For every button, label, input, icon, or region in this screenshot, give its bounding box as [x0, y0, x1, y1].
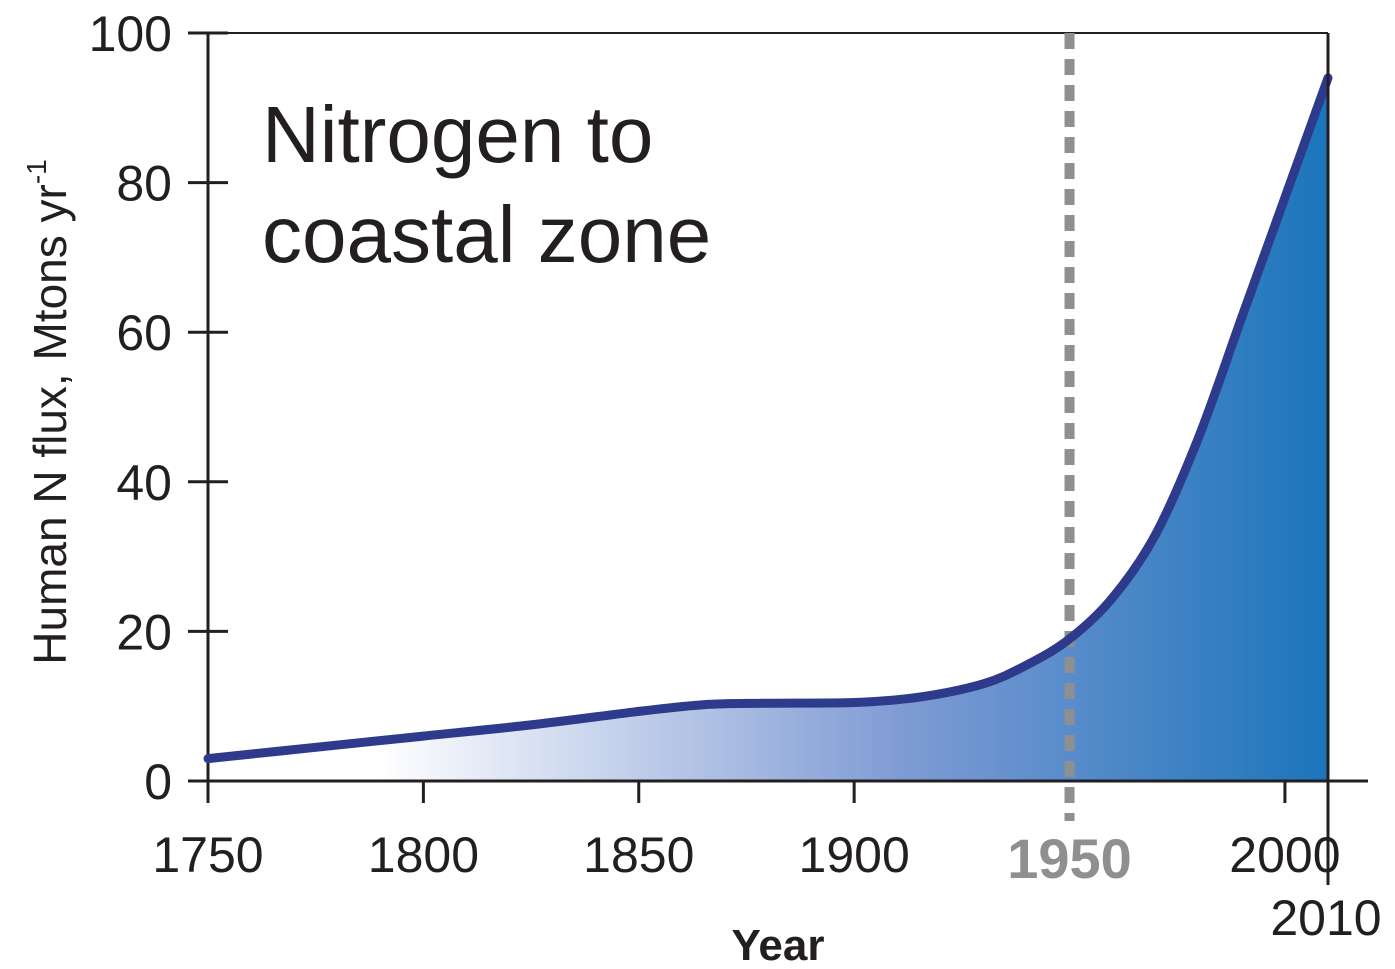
x-axis: 1750 1800 1850 1900 2000 1950 2010 — [152, 779, 1382, 946]
y-axis-title-main: Human N flux, Mtons yr — [24, 184, 76, 665]
y-tick-label-60: 60 — [116, 305, 172, 361]
x-highlight-label-1950: 1950 — [1007, 827, 1132, 890]
x-tick-label-1900: 1900 — [799, 827, 910, 883]
y-tick-label-20: 20 — [116, 604, 172, 660]
series-line — [203, 73, 1333, 764]
x-tick-label-1750: 1750 — [152, 827, 263, 883]
x-tick-label-1850: 1850 — [583, 827, 694, 883]
area-fill — [208, 77, 1328, 781]
y-tick-label-40: 40 — [116, 455, 172, 511]
y-tick-label-80: 80 — [116, 156, 172, 212]
y-tick-label-0: 0 — [144, 754, 172, 810]
annotation-line-1: Nitrogen to — [262, 90, 653, 179]
y-tick-label-100: 100 — [89, 6, 172, 62]
x-tick-label-2000: 2000 — [1229, 827, 1340, 883]
y-axis-title: Human N flux, Mtons yr-1 — [21, 159, 76, 664]
x-end-tick-label-2010: 2010 — [1270, 890, 1381, 946]
x-tick-label-1800: 1800 — [368, 827, 479, 883]
y-axis: 0 20 40 60 80 100 — [89, 6, 228, 810]
y-axis-title-superscript: -1 — [21, 159, 52, 184]
x-axis-title: Year — [732, 921, 825, 969]
annotation-line-2: coastal zone — [262, 190, 711, 279]
